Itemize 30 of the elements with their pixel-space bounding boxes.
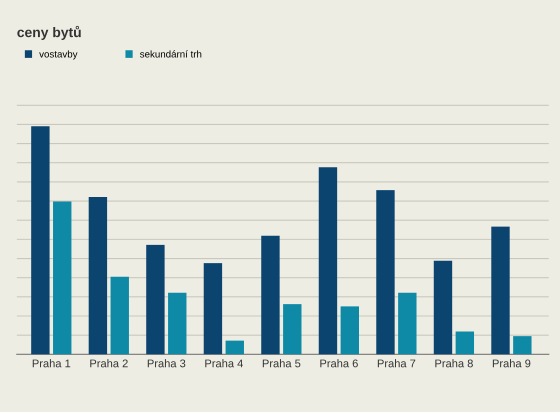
bar (398, 292, 417, 354)
bar (261, 236, 280, 354)
bar (88, 196, 108, 354)
bar (168, 292, 186, 354)
bar (226, 340, 244, 354)
bar (513, 336, 532, 354)
bar (110, 276, 129, 354)
bar (31, 126, 50, 354)
x-tick-label: Praha 2 (90, 359, 128, 368)
bar (146, 244, 165, 354)
x-tick-label: Praha 3 (148, 359, 186, 368)
bar (376, 190, 395, 354)
bar (204, 263, 222, 354)
bar (53, 202, 72, 354)
bar (434, 260, 452, 354)
x-tick-label: Praha 4 (205, 359, 243, 368)
chart-title: ceny bytů (17, 26, 81, 40)
x-tick-label: Praha 7 (378, 359, 416, 368)
bar (491, 226, 510, 354)
bar (283, 304, 302, 354)
legend-label: sekundární trh (140, 50, 202, 58)
bar (318, 167, 338, 354)
x-tick-label: Praha 6 (320, 359, 358, 368)
legend-label: vostavby (39, 50, 78, 60)
x-tick-label: Praha 9 (492, 359, 530, 368)
bar (456, 332, 474, 354)
bar (340, 306, 360, 354)
x-tick-label: Praha 8 (435, 359, 473, 368)
x-tick-label: Praha 5 (262, 359, 300, 368)
x-tick-label: Praha 1 (32, 359, 70, 368)
